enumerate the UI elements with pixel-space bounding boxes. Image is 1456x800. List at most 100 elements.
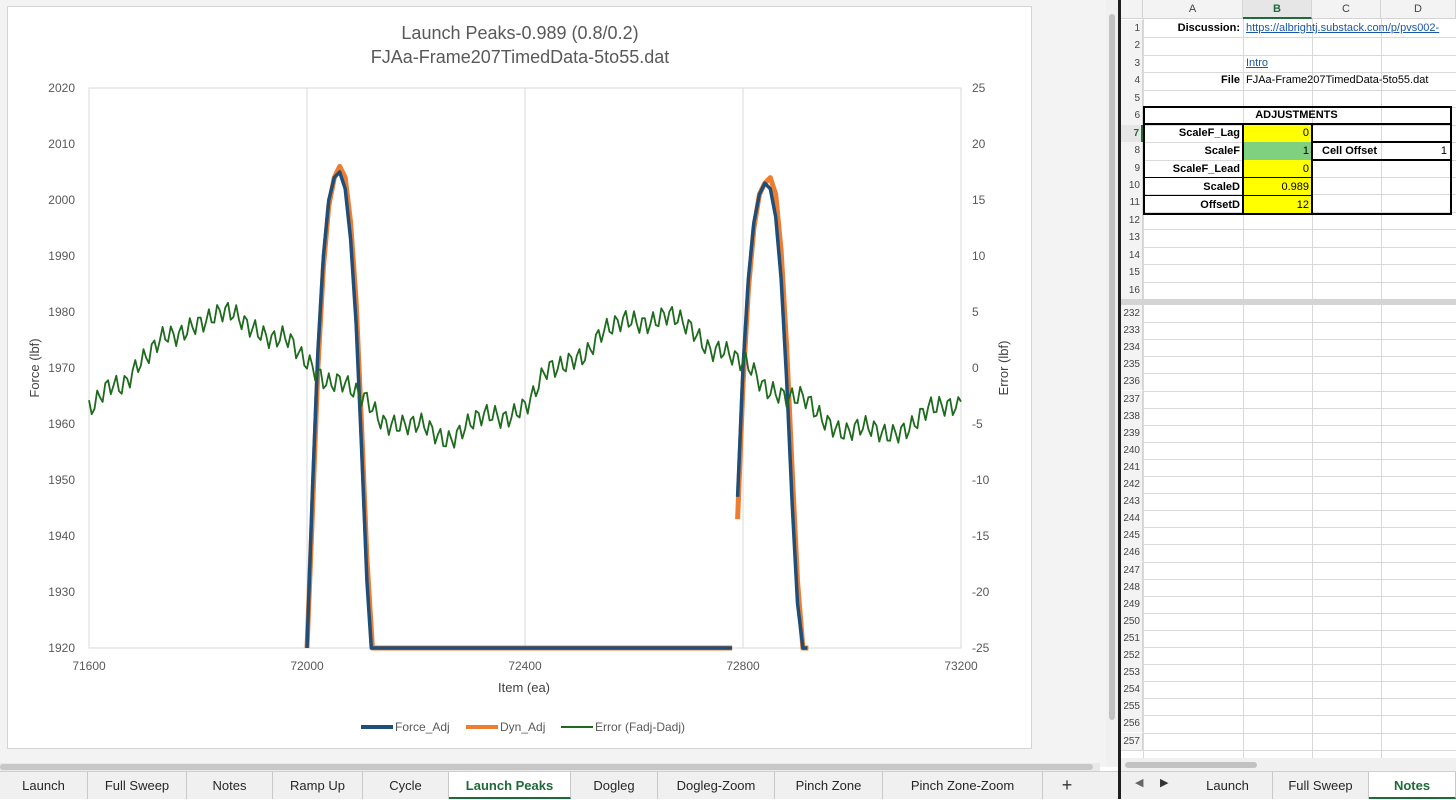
tab-launch-peaks[interactable]: Launch Peaks <box>449 772 571 799</box>
cell-b11[interactable]: 12 <box>1244 196 1312 214</box>
right-tab-full-sweep[interactable]: Full Sweep <box>1273 772 1369 799</box>
spreadsheet-grid[interactable]: A B C D 1 2 3 4 5 6 7 8 9 10 11 12 13 14 15 16 232 233 234… <box>1121 0 1456 771</box>
row-header[interactable]: 243 <box>1121 493 1143 511</box>
tab-pinch-zone[interactable]: Pinch Zone <box>775 772 883 799</box>
chart-area[interactable]: Launch Peaks-0.989 (0.8/0.2) FJAa-Frame2… <box>7 6 1032 749</box>
row-header[interactable]: 234 <box>1121 339 1143 357</box>
grid-row-line <box>1121 749 1456 751</box>
intro-link[interactable]: Intro <box>1246 57 1269 69</box>
tab-notes[interactable]: Notes <box>187 772 273 799</box>
row-header[interactable]: 7 <box>1121 124 1143 143</box>
right-sheet-tab-bar: ◀ ▶ Launch Full Sweep Notes <box>1121 771 1456 799</box>
row-header[interactable]: 235 <box>1121 356 1143 374</box>
row-header[interactable]: 13 <box>1121 229 1143 247</box>
chart-horizontal-scrollbar[interactable] <box>0 763 1100 771</box>
tab-launch[interactable]: Launch <box>0 772 88 799</box>
add-sheet-button[interactable]: + <box>1061 775 1073 795</box>
column-header-d[interactable]: D <box>1381 0 1456 19</box>
row-header[interactable]: 12 <box>1121 211 1143 230</box>
row-header[interactable]: 247 <box>1121 561 1143 579</box>
row-header[interactable]: 5 <box>1121 89 1143 108</box>
freeze-pane-split[interactable] <box>1121 299 1456 305</box>
cell-b9[interactable]: 0 <box>1244 160 1312 178</box>
right-tab-launch[interactable]: Launch <box>1183 772 1273 799</box>
row-header[interactable]: 256 <box>1121 715 1143 733</box>
row-header[interactable]: 8 <box>1121 142 1143 160</box>
row-header[interactable]: 246 <box>1121 544 1143 562</box>
cell-a7[interactable]: ScaleF_Lag <box>1178 127 1240 139</box>
chart-pane: Launch Peaks-0.989 (0.8/0.2) FJAa-Frame2… <box>0 0 1106 767</box>
row-header[interactable]: 11 <box>1121 194 1143 212</box>
scroll-thumb[interactable] <box>1109 14 1115 720</box>
cell-b10[interactable]: 0.989 <box>1244 178 1312 196</box>
row-header[interactable]: 233 <box>1121 322 1143 340</box>
row-header[interactable]: 236 <box>1121 373 1143 391</box>
discussion-link[interactable]: https://albrightj.substack.com/p/pvs002- <box>1246 22 1440 34</box>
row-header[interactable]: 232 <box>1121 305 1143 323</box>
cell-b8[interactable]: 1 <box>1244 142 1312 160</box>
cell-a11[interactable]: OffsetD <box>1200 199 1240 211</box>
adjustments-title[interactable]: ADJUSTMENTS <box>1255 109 1338 121</box>
grid-row-line <box>1121 476 1456 477</box>
row-header[interactable]: 257 <box>1121 732 1143 750</box>
row-header[interactable]: 249 <box>1121 595 1143 613</box>
tab-dogleg-zoom[interactable]: Dogleg-Zoom <box>658 772 775 799</box>
select-all-corner[interactable] <box>1121 0 1143 19</box>
tab-ramp-up[interactable]: Ramp Up <box>273 772 363 799</box>
tab-pinch-zone-zoom[interactable]: Pinch Zone-Zoom <box>883 772 1043 799</box>
row-header[interactable]: 248 <box>1121 578 1143 596</box>
row-header[interactable]: 254 <box>1121 681 1143 699</box>
cell-a1[interactable]: Discussion: <box>1177 22 1240 34</box>
row-header[interactable]: 250 <box>1121 612 1143 630</box>
chart-title-line2: FJAa-Frame207TimedData-5to55.dat <box>371 47 669 67</box>
tab-full-sweep[interactable]: Full Sweep <box>88 772 187 799</box>
cell-d8[interactable]: 1 <box>1440 145 1447 157</box>
row-header[interactable]: 15 <box>1121 264 1143 282</box>
row-header[interactable]: 6 <box>1121 107 1143 125</box>
row-header[interactable]: 253 <box>1121 664 1143 682</box>
row-header[interactable]: 16 <box>1121 281 1143 299</box>
cell-a8[interactable]: ScaleF <box>1204 145 1240 157</box>
row-header[interactable]: 238 <box>1121 407 1143 425</box>
cell-b7[interactable]: 0 <box>1244 124 1312 142</box>
tab-cycle[interactable]: Cycle <box>363 772 449 799</box>
row-header[interactable]: 4 <box>1121 72 1143 90</box>
right-tab-notes[interactable]: Notes <box>1369 772 1456 799</box>
row-header[interactable]: 10 <box>1121 176 1143 195</box>
sheet-horizontal-scrollbar[interactable] <box>1121 758 1456 771</box>
row-header[interactable]: 252 <box>1121 647 1143 665</box>
row-header[interactable]: 240 <box>1121 441 1143 459</box>
row-header[interactable]: 255 <box>1121 698 1143 716</box>
legend-label-dyn: Dyn_Adj <box>500 720 545 734</box>
row-header[interactable]: 3 <box>1121 54 1143 73</box>
cell-a4[interactable]: File <box>1221 74 1240 86</box>
row-header[interactable]: 245 <box>1121 527 1143 545</box>
legend[interactable]: Force_Adj Dyn_Adj Error (Fadj-Dadj) <box>361 720 685 734</box>
scroll-thumb[interactable] <box>1125 762 1257 768</box>
cell-a9[interactable]: ScaleF_Lead <box>1172 163 1240 175</box>
cell-a10[interactable]: ScaleD <box>1203 181 1240 193</box>
scroll-thumb[interactable] <box>0 764 1093 770</box>
chart-vertical-scrollbar[interactable] <box>1106 0 1118 767</box>
row-header[interactable]: 14 <box>1121 246 1143 265</box>
row-header[interactable]: 2 <box>1121 37 1143 55</box>
row-header[interactable]: 251 <box>1121 629 1143 647</box>
cell-b4[interactable]: FJAa-Frame207TimedData-5to55.dat <box>1246 74 1429 86</box>
row-header[interactable]: 1 <box>1121 20 1143 38</box>
row-header[interactable]: 9 <box>1121 159 1143 177</box>
row-header[interactable]: 237 <box>1121 390 1143 408</box>
tab-scroll-next-icon[interactable]: ▶ <box>1160 777 1169 789</box>
row-header[interactable]: 244 <box>1121 510 1143 528</box>
row-header[interactable]: 241 <box>1121 458 1143 476</box>
column-header-b[interactable]: B <box>1243 0 1312 19</box>
row-header[interactable]: 242 <box>1121 476 1143 494</box>
row-header[interactable]: 239 <box>1121 424 1143 442</box>
column-header-c[interactable]: C <box>1312 0 1381 19</box>
grid-row-line <box>1121 458 1456 460</box>
column-header-a[interactable]: A <box>1143 0 1243 19</box>
cell-c8[interactable]: Cell Offset <box>1322 145 1378 157</box>
grid-row-line <box>1121 527 1456 529</box>
tab-scroll-prev-icon[interactable]: ◀ <box>1135 777 1144 789</box>
split-pane-divider[interactable] <box>1118 0 1121 799</box>
tab-dogleg[interactable]: Dogleg <box>571 772 658 799</box>
